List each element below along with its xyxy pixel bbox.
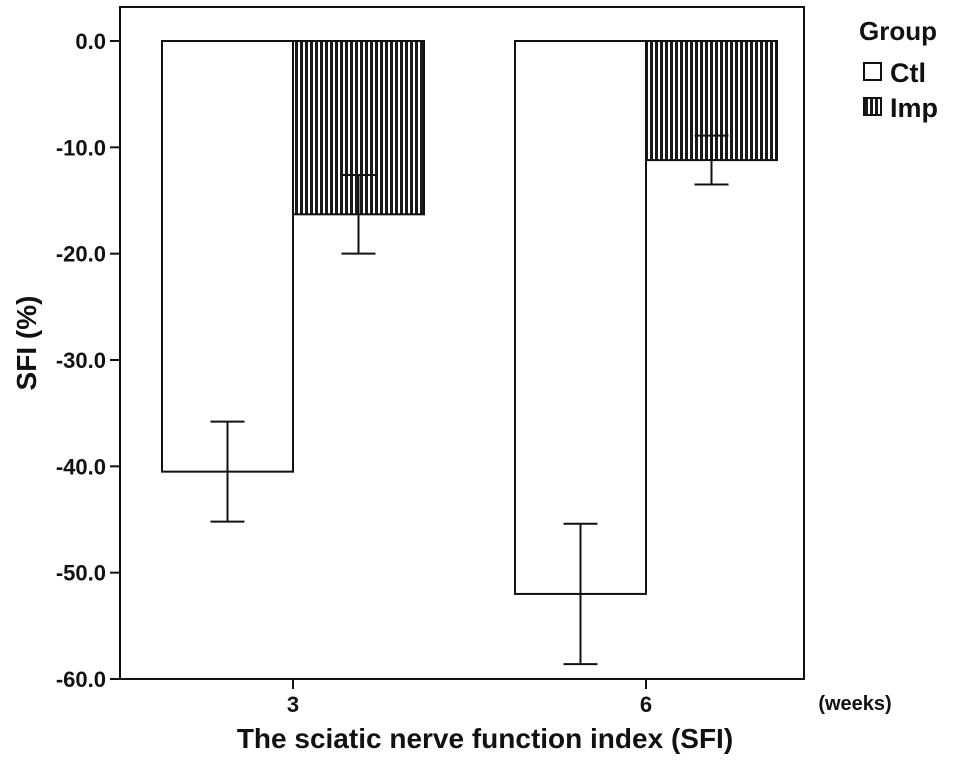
x-tick-label: 3: [287, 692, 299, 717]
bar-ctl-3: [161, 40, 294, 473]
error-bars-layer: [210, 134, 729, 666]
bar-ctl-6: [514, 40, 647, 595]
y-axis: 0.0 -10.0 -20.0 -30.0 -40.0 -50.0 -60.0: [56, 29, 120, 692]
y-tick-label: -40.0: [56, 454, 106, 479]
legend: Group Ctl Imp: [859, 16, 938, 123]
legend-label-ctl: Ctl: [890, 58, 926, 88]
y-tick-label: 0.0: [75, 29, 106, 54]
x-axis-title: The sciatic nerve function index (SFI): [237, 723, 733, 754]
y-tick-label: -20.0: [56, 242, 106, 267]
legend-swatch-ctl: [863, 62, 882, 81]
bars-layer: [161, 40, 778, 595]
x-tick-label: 6: [640, 692, 652, 717]
y-tick-label: -10.0: [56, 135, 106, 160]
legend-swatch-imp: [863, 97, 882, 116]
x-unit-label: (weeks): [818, 693, 891, 715]
y-axis-title: SFI (%): [11, 296, 42, 391]
legend-label-imp: Imp: [890, 93, 938, 123]
y-tick-label: -60.0: [56, 667, 106, 692]
legend-title: Group: [859, 16, 937, 46]
y-tick-label: -50.0: [56, 561, 106, 586]
plot-frame: [119, 6, 805, 680]
y-tick-label: -30.0: [56, 348, 106, 373]
